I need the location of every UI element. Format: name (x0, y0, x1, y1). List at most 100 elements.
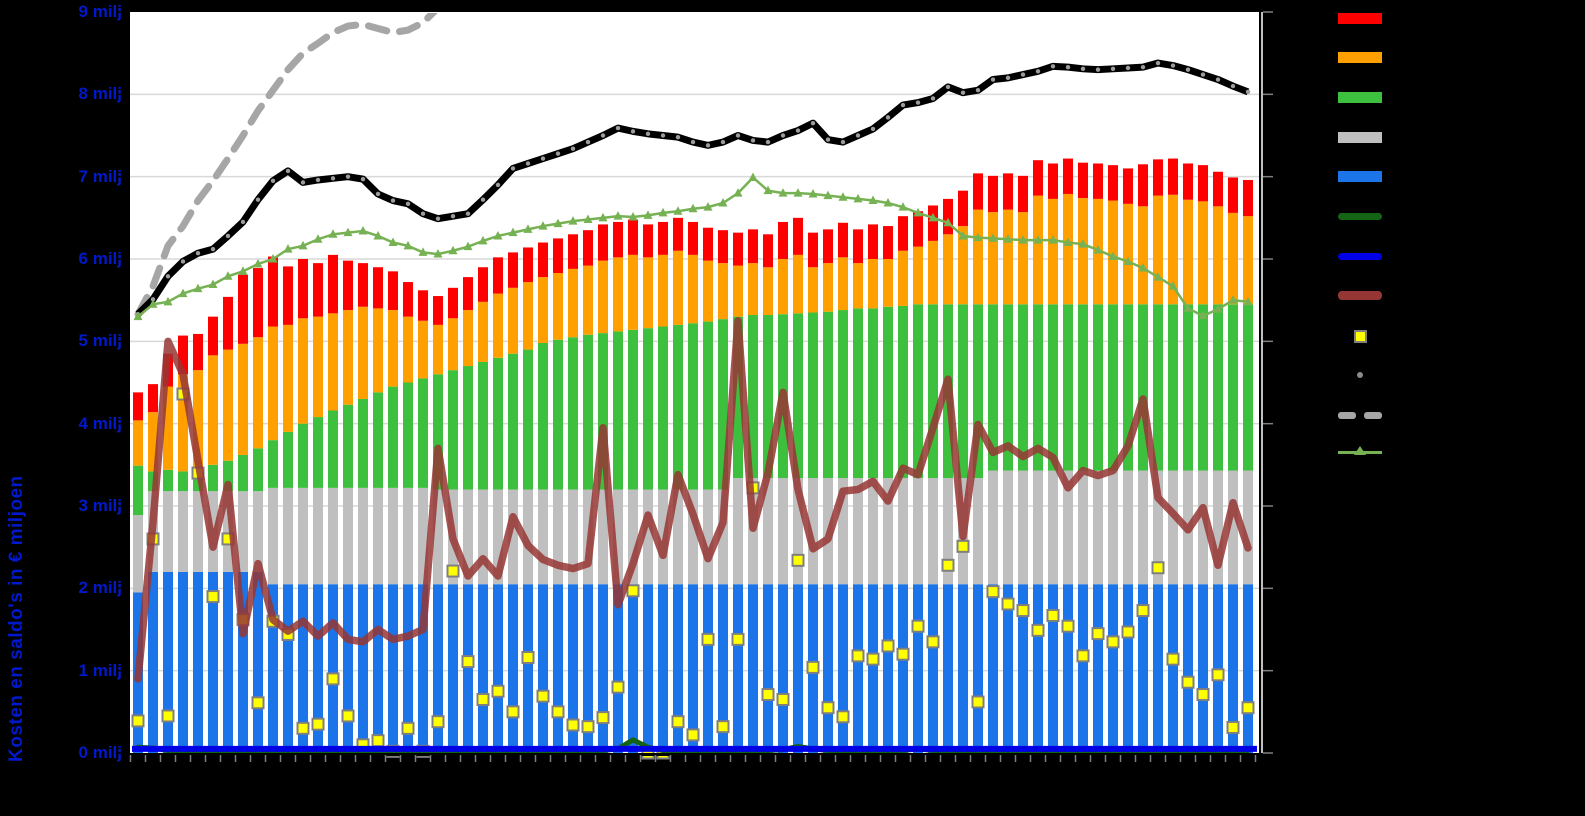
bar-segment-red (778, 221, 788, 259)
bar-segment-red (598, 224, 608, 261)
bar-segment-blue (658, 584, 668, 753)
bar-segment-green (1138, 304, 1148, 471)
yellow-square-marker (506, 705, 520, 719)
black-line-dot (585, 139, 591, 145)
yellow-square-marker (491, 684, 505, 698)
bar-segment-red (1033, 160, 1043, 196)
bar-segment-red (553, 238, 563, 273)
bar-segment-green (1198, 304, 1208, 471)
bar-segment-green (1228, 304, 1238, 471)
bar-segment-red (838, 222, 848, 258)
bar-segment-gray (163, 491, 173, 572)
bar-segment-red (883, 226, 893, 259)
bar-segment-green (958, 304, 968, 479)
green-triangle-marker (1018, 235, 1028, 244)
bar-segment-green (1213, 304, 1223, 471)
yellow-square-marker (1106, 635, 1120, 649)
green-triangle-marker (703, 202, 713, 211)
bar-segment-green (898, 305, 908, 479)
bar-segment-orange (163, 386, 173, 470)
bar-segment-red (973, 173, 983, 210)
y-tick-label: 9 milj (78, 2, 122, 21)
bar-segment-orange (253, 337, 263, 449)
bar-segment-gray (1093, 470, 1103, 585)
black-line-dot (480, 197, 486, 202)
bar-segment-orange (1168, 194, 1178, 305)
yellow-square-marker (851, 649, 865, 663)
bar-segment-red (988, 175, 998, 213)
bar-segment-orange (943, 234, 953, 305)
bar-segment-blue (1228, 584, 1238, 753)
bar-segment-green (1153, 304, 1163, 471)
bar-segment-green (298, 423, 308, 488)
black-line-dot (975, 88, 981, 93)
bar-segment-orange (763, 267, 773, 315)
green-triangle-marker (778, 188, 788, 197)
bar-segment-red (223, 296, 233, 350)
bar-segment-orange (1123, 203, 1133, 305)
yellow-square-marker (986, 585, 1000, 599)
bar-segment-orange (673, 250, 683, 325)
bar-segment-red (628, 219, 638, 255)
axes (118, 9, 1273, 762)
yellow-square-marker (311, 717, 325, 731)
bar-segment-red (253, 268, 263, 338)
bar-segment-blue (418, 584, 428, 753)
bar-segment-red (1213, 171, 1223, 207)
bar-segment-red (823, 229, 833, 264)
bar-segment-gray (478, 489, 488, 585)
green-triangle-marker (1228, 295, 1238, 304)
bar-segment-blue (883, 584, 893, 753)
bar-segment-red (673, 217, 683, 251)
black-line-dot (240, 219, 246, 225)
black-line-dot (675, 134, 681, 140)
bar-segment-red (643, 224, 653, 258)
bar-segment-green (343, 404, 353, 488)
green-triangle-marker (1063, 237, 1073, 247)
bar-segment-red (238, 274, 248, 344)
black-line-dot (435, 216, 441, 221)
green-triangle-marker (283, 244, 293, 253)
black-line-dot (915, 100, 921, 105)
bar-segment-blue (853, 584, 863, 753)
bar-segment-green (538, 342, 548, 490)
yellow-square-marker (1181, 675, 1195, 689)
bar-segment-gray (793, 478, 803, 585)
bar-segment-orange (1033, 195, 1043, 305)
bar-segment-green (163, 469, 173, 492)
black-line-dot (225, 233, 231, 239)
green-triangle-marker (598, 212, 608, 222)
bar-segment-red (703, 227, 713, 261)
bar-segment-blue (988, 584, 998, 753)
black-line-dot (405, 201, 411, 207)
bar-segment-orange (1183, 199, 1193, 305)
y-tick-label: 8 milj (78, 84, 122, 104)
bar-segment-red (133, 392, 143, 421)
yellow-square-marker (1001, 597, 1015, 611)
black-line-dot (1065, 64, 1071, 70)
bar-segment-green (643, 328, 653, 490)
bar-segment-red (403, 282, 413, 317)
green-triangle-marker (1048, 235, 1058, 244)
bar-segment-blue (193, 571, 203, 753)
black-line-dot (765, 139, 771, 145)
bar-segment-orange (853, 263, 863, 309)
black-line-dot (1140, 64, 1146, 70)
yellow-square-marker (1016, 604, 1030, 618)
black-line-dot (630, 129, 636, 134)
bar-segment-orange (388, 310, 398, 387)
bar-segment-red (328, 254, 338, 314)
bar-segment-red (148, 384, 158, 413)
black-line-dot (510, 166, 516, 171)
green-triangle-marker (568, 216, 578, 225)
black-line-dot (210, 246, 216, 252)
yellow-square-marker (791, 553, 805, 567)
bar-segment-orange (583, 265, 593, 335)
bar-segment-orange (898, 250, 908, 306)
bar-segment-green (283, 431, 293, 488)
bar-segment-red (898, 216, 908, 251)
black-line-dot (1020, 72, 1026, 77)
bar-segment-orange (913, 246, 923, 305)
bar-segment-green (508, 353, 518, 490)
bar-segment-green (463, 366, 473, 490)
